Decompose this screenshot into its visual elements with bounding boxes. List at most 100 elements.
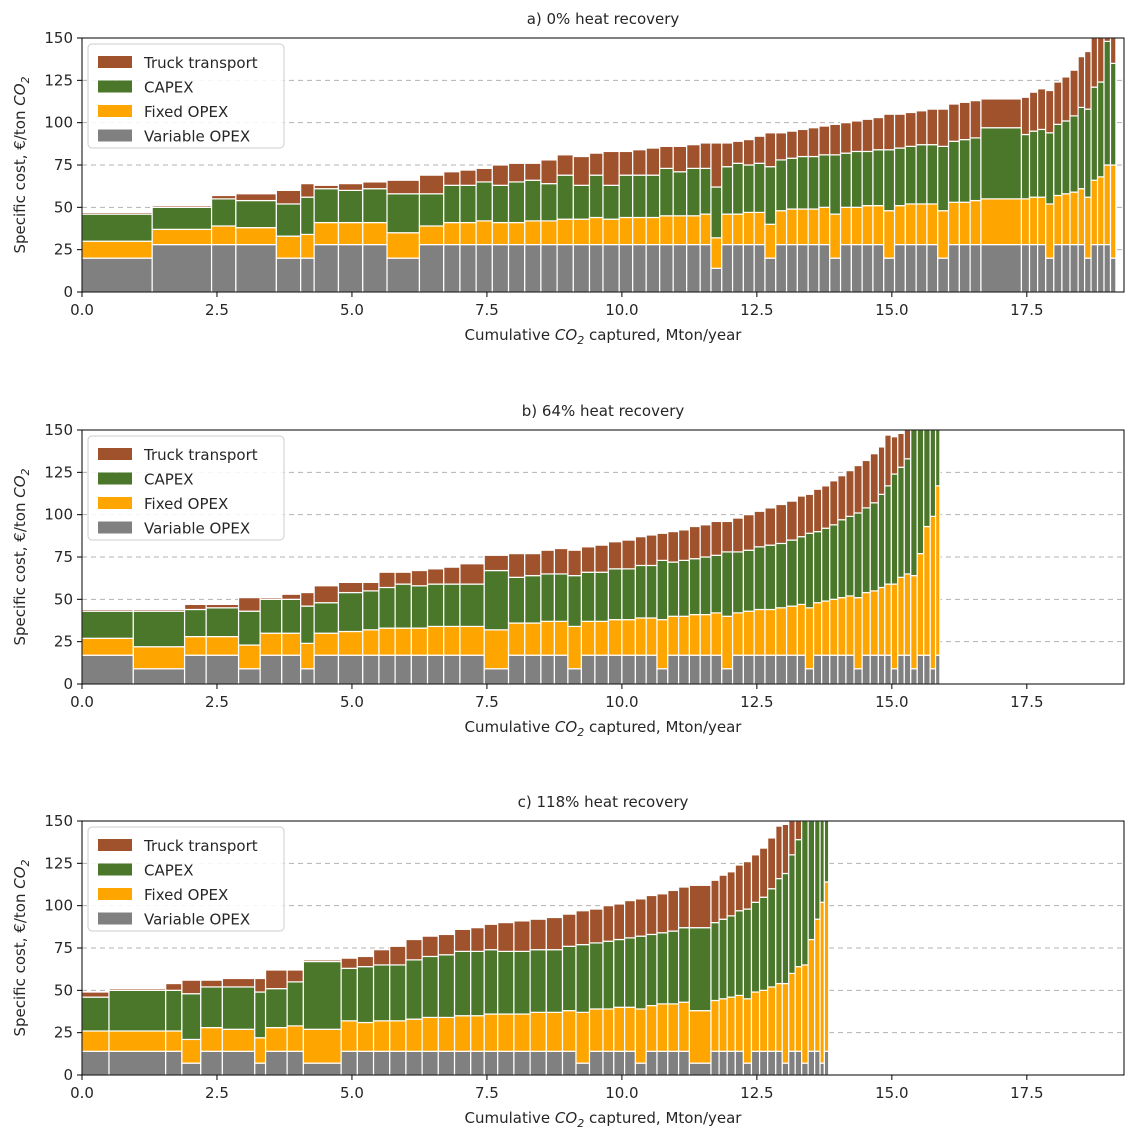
bar-segment-capex [618,174,634,219]
bar-segment-capex [823,820,830,883]
bar-segment-variable-opex [183,654,207,685]
bar-segment-capex [200,986,223,1029]
x-axis-label-prefix: Cumulative [465,1109,555,1127]
bar-segment-capex [897,466,905,578]
bar-segment-variable-opex [829,654,839,685]
bar-segment-variable-opex [947,243,960,293]
bar-segment-variable-opex [459,654,485,685]
y-tick-label: 0 [63,1066,73,1084]
bar-segment-fixed-opex [672,215,688,246]
bar-segment-capex [785,539,798,607]
bar-segment-variable-opex [726,1050,736,1076]
bar-segment-truck-transport [372,949,391,966]
bar-segment-variable-opex [807,243,820,293]
bar-segment-fixed-opex [264,1026,288,1052]
bar-segment-variable-opex [910,668,918,685]
bar-segment-fixed-opex [788,972,796,1052]
bar-segment-truck-transport [904,111,917,147]
bar-segment-fixed-opex [872,205,885,246]
bar-segment-fixed-opex [812,602,823,656]
bar-segment-variable-opex [286,1050,304,1076]
bar-segment-variable-opex [753,243,766,293]
bar-segment-variable-opex [264,1050,288,1076]
bar-segment-fixed-opex [507,221,526,246]
bar-segment-truck-transport [443,171,461,186]
bar-segment-truck-transport [804,493,815,534]
bar-segment-capex [205,607,240,638]
bar-segment-variable-opex [529,1050,547,1076]
x-tick-label: 12.5 [740,1084,773,1102]
y-tick-label: 0 [63,675,73,693]
bar-segment-fixed-opex [313,632,340,656]
bar-segment-variable-opex [688,1062,712,1076]
bar-segment-variable-opex [926,243,939,293]
bar-segment-truck-transport [667,889,680,932]
bar-segment-fixed-opex [869,590,879,656]
bar-segment-capex [686,167,701,217]
bar-segment-variable-opex [237,668,261,685]
bar-segment-truck-transport [497,921,515,952]
bar-segment-variable-opex [677,1050,690,1076]
bar-segment-truck-transport [254,977,267,993]
y-axis-label: Specific cost, €/ton CO2 [11,859,32,1036]
y-tick-label: 50 [54,590,73,608]
bar-segment-truck-transport [337,581,364,594]
bar-segment-fixed-opex [1020,198,1031,246]
bar-segment-capex [969,137,982,202]
bar-segment-capex [254,991,267,1039]
bar-segment-fixed-opex [923,525,931,656]
bar-segment-truck-transport [796,495,807,538]
bar-segment-capex [426,583,445,628]
bar-segment-variable-opex [337,243,364,293]
bar-segment-variable-opex [1045,257,1055,293]
bar-segment-capex [872,149,885,207]
bar-segment-fixed-opex [721,615,734,670]
bar-segment-truck-transport [81,991,110,998]
bar-segment-variable-opex [764,257,777,293]
bar-segment-capex [645,564,658,619]
bar-segment-variable-opex [205,654,240,685]
bar-segment-fixed-opex [1103,164,1112,246]
bar-segment-fixed-opex [362,629,380,656]
bar-segment-capex [710,186,723,239]
bar-segment-truck-transport [980,98,1023,129]
y-tick-label: 25 [54,633,73,651]
chart-title: c) 118% heat recovery [518,793,689,811]
bar-segment-truck-transport [264,969,288,990]
bar-segment-truck-transport [688,525,701,560]
bar-segment-fixed-opex [861,591,871,656]
bar-segment-truck-transport [491,164,510,186]
bar-segment-truck-transport [837,475,847,521]
bar-segment-variable-opex [785,654,798,685]
x-tick-label: 7.5 [475,693,499,711]
bar-segment-capex [804,532,815,609]
y-axis-label: Specific cost, €/ton CO2 [11,76,32,253]
bar-segment-variable-opex [507,654,526,685]
panel-3: 0 25 50 75 100 125 150 0.0 2.5 5.0 7.5 10.0 12.5 15.0… [11,793,1125,1130]
bar-segment-variable-opex [916,654,925,685]
bar-segment-fixed-opex [634,1008,647,1064]
bar-segment-capex [821,527,831,602]
bar-segment-variable-opex [81,654,134,685]
bar-segment-variable-opex [667,1050,680,1076]
bar-segment-variable-opex [645,243,661,293]
bar-segment-capex [656,932,669,1005]
bar-segment-fixed-opex [734,994,744,1052]
bar-segment-variable-opex [221,1050,256,1076]
bar-segment-capex [259,598,283,634]
y-axis-label-group: Specific cost, €/ton CO2 [11,468,32,645]
y-axis-label-group: Specific cost, €/ton CO2 [11,859,32,1036]
bar-segment-fixed-opex [742,211,755,246]
bar-segment-variable-opex [235,243,277,293]
bar-segment-capex [958,139,971,203]
bar-segment-fixed-opex [1077,188,1086,246]
bar-segment-variable-opex [814,1050,821,1076]
bar-segment-fixed-opex [818,206,831,246]
bar-segment-fixed-opex [775,607,788,656]
bar-segment-variable-opex [877,654,886,685]
bar-segment-fixed-opex [165,1030,183,1052]
bar-segment-capex [734,910,744,997]
bar-segment-capex [869,502,879,592]
bar-segment-capex [237,610,261,646]
bar-segment-capex [904,145,917,205]
